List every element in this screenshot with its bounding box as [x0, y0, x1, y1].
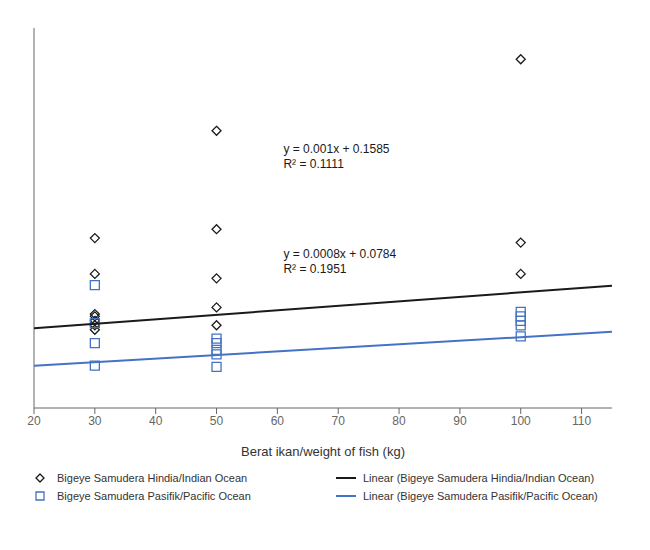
svg-text:Berat ikan/weight of fish (kg): Berat ikan/weight of fish (kg)	[241, 444, 405, 459]
svg-text:90: 90	[453, 414, 467, 428]
html-text:Linear (Bigeye Samudera Hindia: Linear (Bigeye Samudera Hindia/Indian Oc…	[363, 472, 595, 484]
svg-text:y = 0.0008x + 0.0784R² = 0.195: y = 0.0008x + 0.0784R² = 0.1951	[283, 247, 396, 276]
svg-text:60: 60	[271, 414, 285, 428]
html-text:Linear (Bigeye Samudera Pasifi: Linear (Bigeye Samudera Pasifik/Pacific …	[363, 490, 598, 502]
svg-text:80: 80	[392, 414, 406, 428]
svg-text:100: 100	[511, 414, 531, 428]
svg-text:30: 30	[88, 414, 102, 428]
svg-text:110: 110	[572, 414, 591, 428]
svg-text:50: 50	[210, 414, 224, 428]
svg-text:20: 20	[27, 414, 41, 428]
svg-text:y = 0.001x + 0.1585R² = 0.1111: y = 0.001x + 0.1585R² = 0.1111	[283, 142, 389, 171]
svg-text:70: 70	[332, 414, 346, 428]
html-text:Bigeye Samudera Pasifik/Pacifi: Bigeye Samudera Pasifik/Pacific Ocean	[57, 490, 251, 502]
svg-text:40: 40	[149, 414, 163, 428]
html-text:Bigeye Samudera Hindia/Indian: Bigeye Samudera Hindia/Indian Ocean	[57, 472, 248, 484]
